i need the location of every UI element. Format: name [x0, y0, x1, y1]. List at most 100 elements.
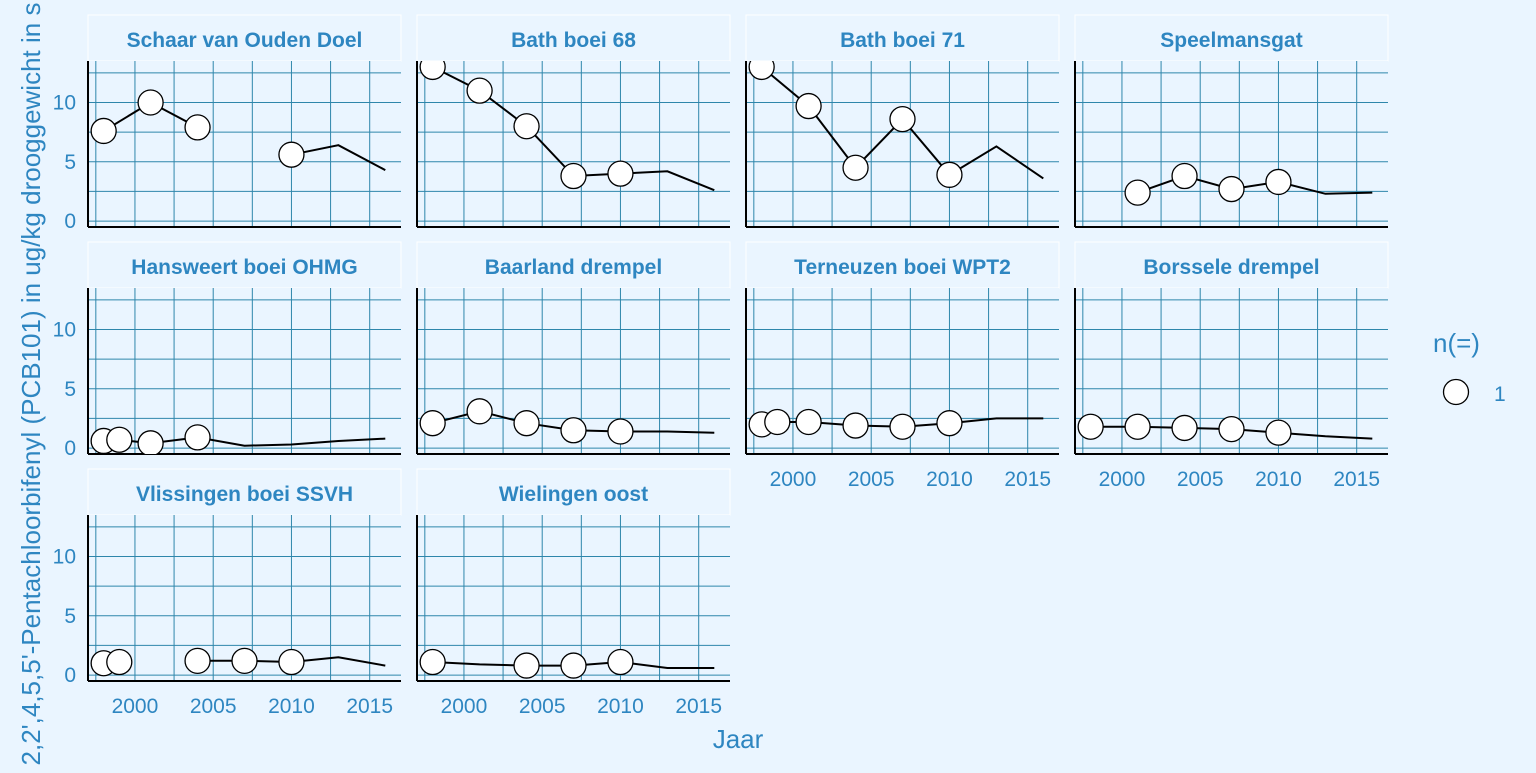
x-tick-label: 2015 [1333, 468, 1380, 491]
facet-strip [745, 14, 1060, 62]
facet-strip [416, 468, 731, 516]
plot-panel [88, 61, 401, 227]
data-point [106, 648, 133, 676]
data-point [419, 648, 446, 676]
data-point [419, 410, 446, 437]
facet-title: Wielingen oost [499, 483, 648, 506]
data-point [842, 154, 869, 181]
facet-title: Bath boei 68 [511, 29, 636, 52]
data-point [936, 410, 963, 437]
y-tick-label: 10 [53, 92, 76, 115]
facet-panel: Speelmansgat [1074, 14, 1389, 228]
data-point [607, 160, 634, 187]
data-point [560, 417, 587, 444]
data-point [137, 430, 164, 454]
facet-title: Vlissingen boei SSVH [136, 483, 353, 506]
gridlines [88, 288, 401, 454]
facet-panel: Vlissingen boei SSVH 0 5 10 2000 2005 2010 2015 [53, 468, 402, 718]
data-point [748, 61, 775, 81]
y-tick-label: 5 [64, 378, 76, 401]
x-tick-label: 2010 [1255, 468, 1302, 491]
data-point [1218, 175, 1245, 203]
gridlines [1075, 61, 1388, 227]
x-tick-label: 2015 [346, 695, 393, 718]
series-group [90, 647, 386, 677]
series-group [748, 61, 1044, 188]
gridlines [746, 61, 1059, 227]
x-tick-label: 2000 [441, 695, 488, 718]
x-tick-label: 2010 [268, 695, 315, 718]
facet-strip [87, 241, 402, 289]
data-point [1124, 179, 1151, 206]
legend-title: n(=) [1433, 328, 1480, 358]
data-point [106, 426, 133, 453]
y-tick-label: 5 [64, 605, 76, 628]
data-point [137, 89, 164, 116]
facet-panel: Hansweert boei OHMG 0 5 10 [53, 241, 402, 460]
facet-panel: Terneuzen boei WPT2 2000 2005 2010 2015 [745, 241, 1060, 491]
data-point [560, 162, 587, 190]
facet-panel: Schaar van Ouden Doel 0 5 10 [53, 14, 402, 233]
series-group [1124, 162, 1373, 206]
data-point [764, 408, 791, 436]
data-point [184, 647, 211, 674]
data-point [842, 412, 869, 439]
x-tick-label: 2005 [519, 695, 566, 718]
facet-panel: Bath boei 71 [745, 14, 1060, 228]
data-point [607, 418, 634, 445]
data-point [795, 408, 822, 436]
data-point [184, 424, 211, 451]
data-point [90, 117, 117, 145]
plot-panel [746, 61, 1059, 227]
x-axis-title: Jaar [713, 724, 764, 754]
x-tick-label: 2010 [597, 695, 644, 718]
facet-title: Terneuzen boei WPT2 [794, 256, 1011, 279]
series-group [1077, 413, 1373, 446]
data-point [466, 77, 493, 104]
x-tick-label: 2010 [926, 468, 973, 491]
data-point [513, 113, 540, 140]
y-tick-label: 10 [53, 546, 76, 569]
facet-panel: Bath boei 68 [416, 14, 731, 228]
gridlines [417, 61, 730, 227]
facet-panel: Wielingen oost 2000 2005 2010 2015 [416, 468, 731, 718]
data-point [231, 647, 258, 674]
data-point [1265, 419, 1292, 446]
facet-strip [87, 14, 402, 62]
facet-strip [416, 241, 731, 289]
y-tick-label: 5 [64, 151, 76, 174]
y-tick-label: 0 [64, 664, 76, 687]
x-tick-label: 2000 [112, 695, 159, 718]
series-group [419, 61, 715, 192]
series-group [419, 398, 715, 445]
x-tick-label: 2005 [1177, 468, 1224, 491]
series-group [748, 408, 1044, 440]
x-tick-label: 2000 [1099, 468, 1146, 491]
facet-title: Borssele drempel [1143, 256, 1319, 279]
data-point [1124, 413, 1151, 440]
data-point [466, 398, 493, 425]
series-group [90, 89, 386, 171]
data-point [513, 652, 540, 679]
y-tick-label: 0 [64, 437, 76, 460]
series-group [90, 424, 386, 454]
y-tick-label: 0 [64, 210, 76, 233]
data-point [1218, 415, 1245, 443]
data-point [560, 652, 587, 679]
facet-strip [416, 14, 731, 62]
facet-strip [745, 241, 1060, 289]
data-point [1265, 168, 1292, 196]
data-point [513, 410, 540, 437]
plot-panel [88, 288, 401, 454]
x-tick-label: 2005 [190, 695, 237, 718]
facet-title: Bath boei 71 [840, 29, 965, 52]
data-point [278, 648, 305, 676]
data-point [1171, 414, 1198, 442]
facet-title: Baarland drempel [485, 256, 662, 279]
data-point [278, 141, 305, 168]
legend-key-marker [1442, 378, 1470, 406]
legend-item-label: 1 [1494, 383, 1506, 406]
series-group [419, 648, 715, 679]
data-point [889, 413, 916, 440]
